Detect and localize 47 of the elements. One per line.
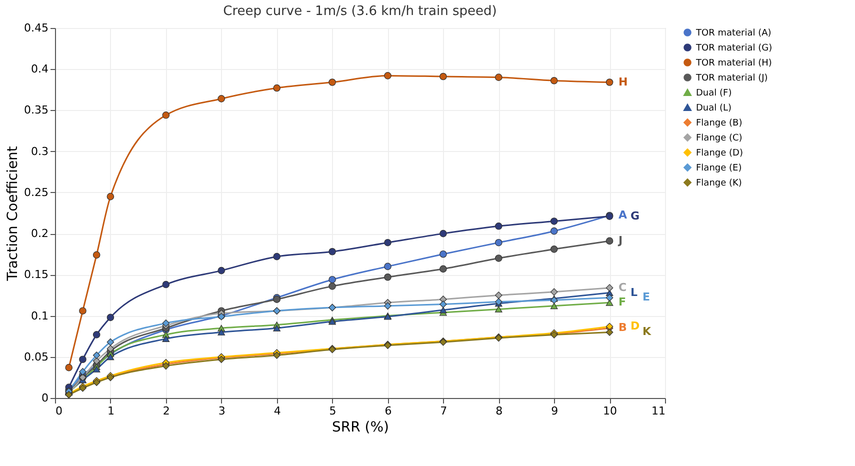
annotation: B [618, 321, 627, 334]
x-tick-label: 1 [107, 404, 114, 418]
y-tick-label: 0.35 [24, 104, 48, 117]
x-tick-label: 10 [603, 404, 618, 418]
legend-label: TOR material (J) [695, 74, 768, 84]
x-tick-label: 4 [274, 404, 281, 418]
legend-label: TOR material (H) [695, 58, 772, 68]
annotation: J [618, 234, 623, 247]
annotation: D [630, 319, 640, 332]
chart-title: Creep curve - 1m/s (3.6 km/h train speed) [223, 4, 497, 19]
annotation: E [642, 290, 650, 304]
x-tick-label: 7 [440, 404, 448, 418]
legend-label: Flange (D) [696, 148, 743, 158]
y-tick-label: 0.15 [24, 268, 48, 282]
x-tick-label: 2 [162, 404, 170, 418]
legend-label: Flange (B) [696, 118, 742, 128]
y-tick-label: 0.4 [31, 62, 48, 76]
legend-label: Flange (C) [696, 134, 742, 144]
x-tick-label: 3 [218, 404, 226, 418]
x-tick-label: 9 [551, 404, 558, 418]
y-axis-title: Traction Coefficient [5, 146, 22, 282]
x-tick-label: 6 [384, 404, 392, 418]
y-tick-label: 0.1 [31, 309, 48, 322]
annotation: K [642, 325, 652, 338]
legend-label: Dual (F) [696, 88, 732, 98]
legend-label: Dual (L) [696, 104, 732, 114]
y-tick-label: 0.05 [24, 350, 48, 364]
legend-label: Flange (K) [696, 178, 742, 188]
x-tick-label: 0 [56, 404, 62, 418]
x-axis-title: SRR (%) [332, 420, 390, 436]
y-tick-label: 0.3 [31, 144, 48, 158]
legend-label: Flange (E) [696, 164, 742, 174]
annotation: L [630, 286, 638, 299]
y-tick-label: 0.2 [31, 227, 48, 240]
annotation: G [630, 209, 640, 222]
annotation: H [618, 75, 628, 88]
x-tick-label: 11 [652, 404, 666, 418]
x-tick-label: 5 [329, 404, 336, 418]
y-tick-label: 0 [42, 392, 48, 404]
legend-label: TOR material (G) [695, 44, 772, 54]
annotation: A [618, 208, 628, 222]
annotation: C [618, 280, 627, 294]
y-tick-label: 0.25 [24, 186, 48, 199]
y-tick-label: 0.45 [24, 22, 48, 34]
x-tick-label: 8 [496, 404, 503, 418]
annotation: F [618, 296, 626, 309]
legend-label: TOR material (A) [695, 28, 772, 38]
